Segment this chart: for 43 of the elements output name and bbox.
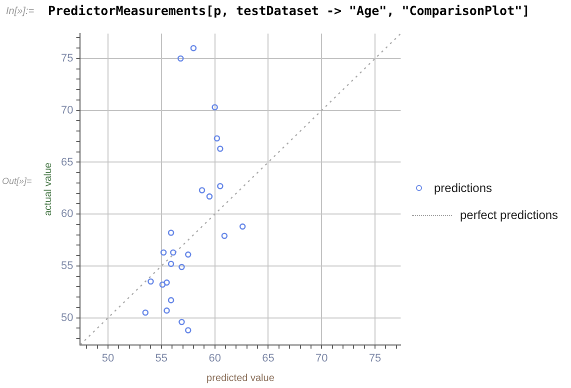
point [178, 264, 185, 270]
point [168, 260, 174, 268]
y-tick-label: 70 [60, 104, 74, 116]
text: PredictorMeasurements[p, testDataset -> "Age", "ComparisonPlot"] [48, 3, 530, 18]
x-tick-label: 55 [155, 352, 168, 364]
y-tick-label: 65 [60, 156, 74, 168]
point [184, 327, 192, 334]
point [148, 278, 154, 285]
point [164, 279, 170, 286]
y-axis-title: actual value [42, 162, 54, 216]
legend-label: perfect predictions [460, 208, 558, 222]
point [184, 251, 192, 258]
point [217, 182, 224, 190]
y-tick-label: 55 [60, 260, 74, 272]
point [178, 318, 185, 326]
point [160, 249, 167, 256]
point [164, 307, 170, 314]
y-tick-label: 50 [60, 312, 74, 324]
x-tick-label: 50 [102, 352, 114, 364]
x-tick-label: 75 [368, 352, 382, 364]
point [178, 55, 184, 62]
y-tick-label: 60 [60, 208, 74, 220]
text: In[»]:= [6, 6, 34, 17]
point [168, 230, 174, 236]
point [198, 187, 206, 194]
x-tick-label: 65 [262, 352, 274, 364]
point [142, 309, 149, 316]
x-tick-label: 70 [316, 352, 328, 364]
text: Out[»]= [2, 176, 32, 186]
point [212, 104, 218, 110]
point [170, 249, 176, 256]
y-tick-label: 75 [60, 52, 74, 65]
point [221, 232, 228, 240]
point [217, 146, 224, 152]
point [190, 44, 197, 52]
point [239, 223, 246, 230]
x-axis-title: predicted value [206, 372, 275, 384]
point [168, 297, 174, 304]
x-tick-label: 60 [208, 352, 221, 364]
point [159, 281, 166, 288]
legend-label: predictions [434, 181, 492, 195]
point [206, 193, 213, 200]
point [214, 135, 220, 142]
